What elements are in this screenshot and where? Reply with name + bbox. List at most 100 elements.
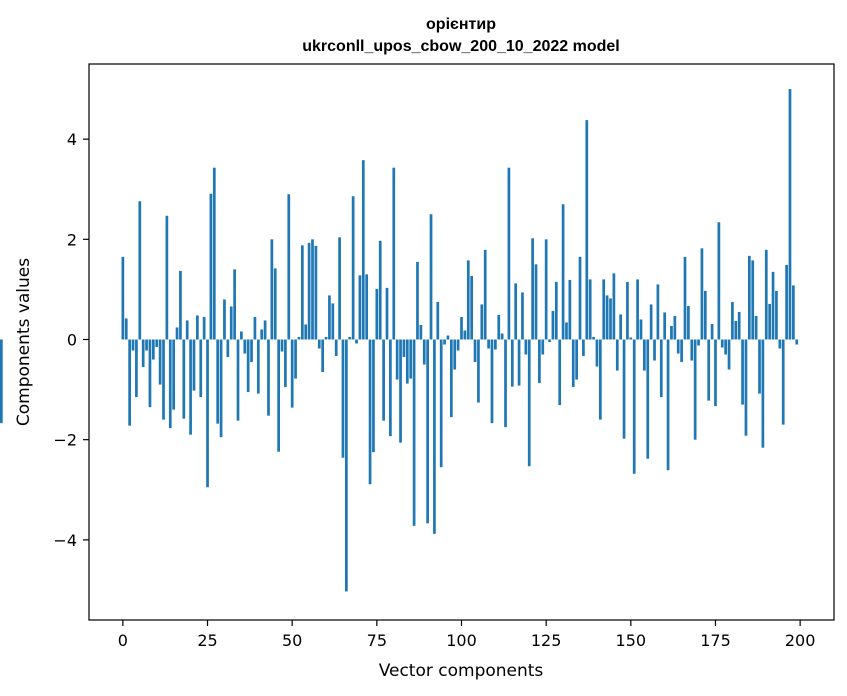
- bar: [781, 339, 785, 425]
- bar: [405, 339, 409, 384]
- bar: [602, 279, 606, 340]
- bar: [223, 299, 226, 340]
- bar: [744, 339, 748, 436]
- bar: [507, 167, 511, 340]
- bar: [307, 242, 311, 340]
- x-tick-label: 125: [531, 631, 562, 650]
- bar: [490, 339, 494, 424]
- bar: [612, 273, 616, 340]
- bar: [541, 339, 545, 355]
- bar: [683, 256, 687, 340]
- bar: [771, 271, 775, 340]
- x-axis-label: Vector components: [379, 661, 544, 681]
- bar: [331, 303, 335, 340]
- bar: [253, 316, 257, 340]
- bar: [368, 339, 372, 485]
- bar: [568, 279, 572, 340]
- bar: [460, 316, 463, 340]
- x-tick-label: 25: [197, 631, 217, 650]
- bar: [494, 339, 497, 350]
- bar: [768, 303, 772, 340]
- bar: [449, 339, 453, 418]
- x-tick-label: 50: [282, 631, 302, 650]
- bar: [703, 290, 707, 340]
- bar: [615, 339, 619, 371]
- bar: [311, 239, 314, 340]
- bar: [151, 339, 155, 360]
- bar: [385, 287, 389, 340]
- bar: [690, 339, 694, 361]
- bar: [747, 255, 751, 340]
- bar: [778, 339, 782, 349]
- bar: [575, 339, 578, 380]
- bar: [429, 214, 433, 340]
- bar: [175, 327, 179, 340]
- bar: [453, 339, 457, 370]
- bar: [243, 339, 247, 354]
- bar: [538, 339, 541, 384]
- bar: [754, 315, 758, 340]
- bar: [321, 339, 325, 373]
- bar-series: [0, 89, 799, 592]
- y-tick-label: −4: [53, 531, 77, 550]
- bar: [256, 339, 260, 394]
- bar: [439, 339, 443, 468]
- bar: [422, 339, 426, 365]
- bar: [392, 167, 396, 340]
- bar: [229, 306, 233, 340]
- bar: [707, 339, 711, 401]
- bar: [280, 339, 284, 352]
- bar: [121, 256, 125, 340]
- y-tick-label: 2: [67, 230, 77, 249]
- bar: [124, 318, 128, 340]
- bar: [653, 339, 656, 361]
- bar: [585, 120, 589, 340]
- bar: [277, 339, 280, 452]
- bar: [287, 194, 291, 340]
- bar: [693, 339, 697, 440]
- bar: [717, 222, 721, 340]
- x-tick-label: 175: [700, 631, 731, 650]
- bar: [128, 339, 131, 426]
- bar: [639, 319, 643, 340]
- bar: [741, 339, 744, 405]
- bar: [158, 339, 162, 385]
- bar: [497, 314, 501, 340]
- bar: [636, 279, 639, 340]
- bar: [172, 339, 176, 410]
- bar: [477, 339, 480, 403]
- bar: [480, 304, 484, 340]
- y-tick-label: 4: [67, 130, 77, 149]
- bar: [727, 339, 731, 370]
- bar: [433, 339, 436, 534]
- bar: [348, 336, 352, 340]
- bar: [673, 315, 677, 340]
- bar: [710, 323, 714, 340]
- bar: [473, 339, 477, 363]
- bar: [571, 339, 575, 388]
- bar: [260, 329, 264, 340]
- bar: [724, 339, 727, 355]
- y-tick-label: −2: [53, 431, 77, 450]
- bar: [202, 316, 206, 340]
- bar: [446, 335, 450, 340]
- bar: [565, 322, 568, 340]
- bar: [588, 279, 592, 340]
- x-tick-label: 200: [785, 631, 816, 650]
- bar: [334, 339, 338, 357]
- bar: [219, 339, 223, 438]
- bar: [687, 305, 690, 340]
- bar: [300, 245, 304, 340]
- bar: [561, 204, 565, 340]
- bar: [389, 339, 392, 437]
- bar: [456, 339, 460, 351]
- bar: [236, 339, 240, 421]
- y-axis: −4 −2 0 2 4: [53, 130, 89, 550]
- bar: [517, 339, 521, 386]
- bar: [0, 339, 3, 424]
- bar: [145, 339, 148, 351]
- bar: [131, 339, 135, 351]
- y-tick-label: 0: [67, 330, 77, 349]
- bar: [734, 320, 738, 340]
